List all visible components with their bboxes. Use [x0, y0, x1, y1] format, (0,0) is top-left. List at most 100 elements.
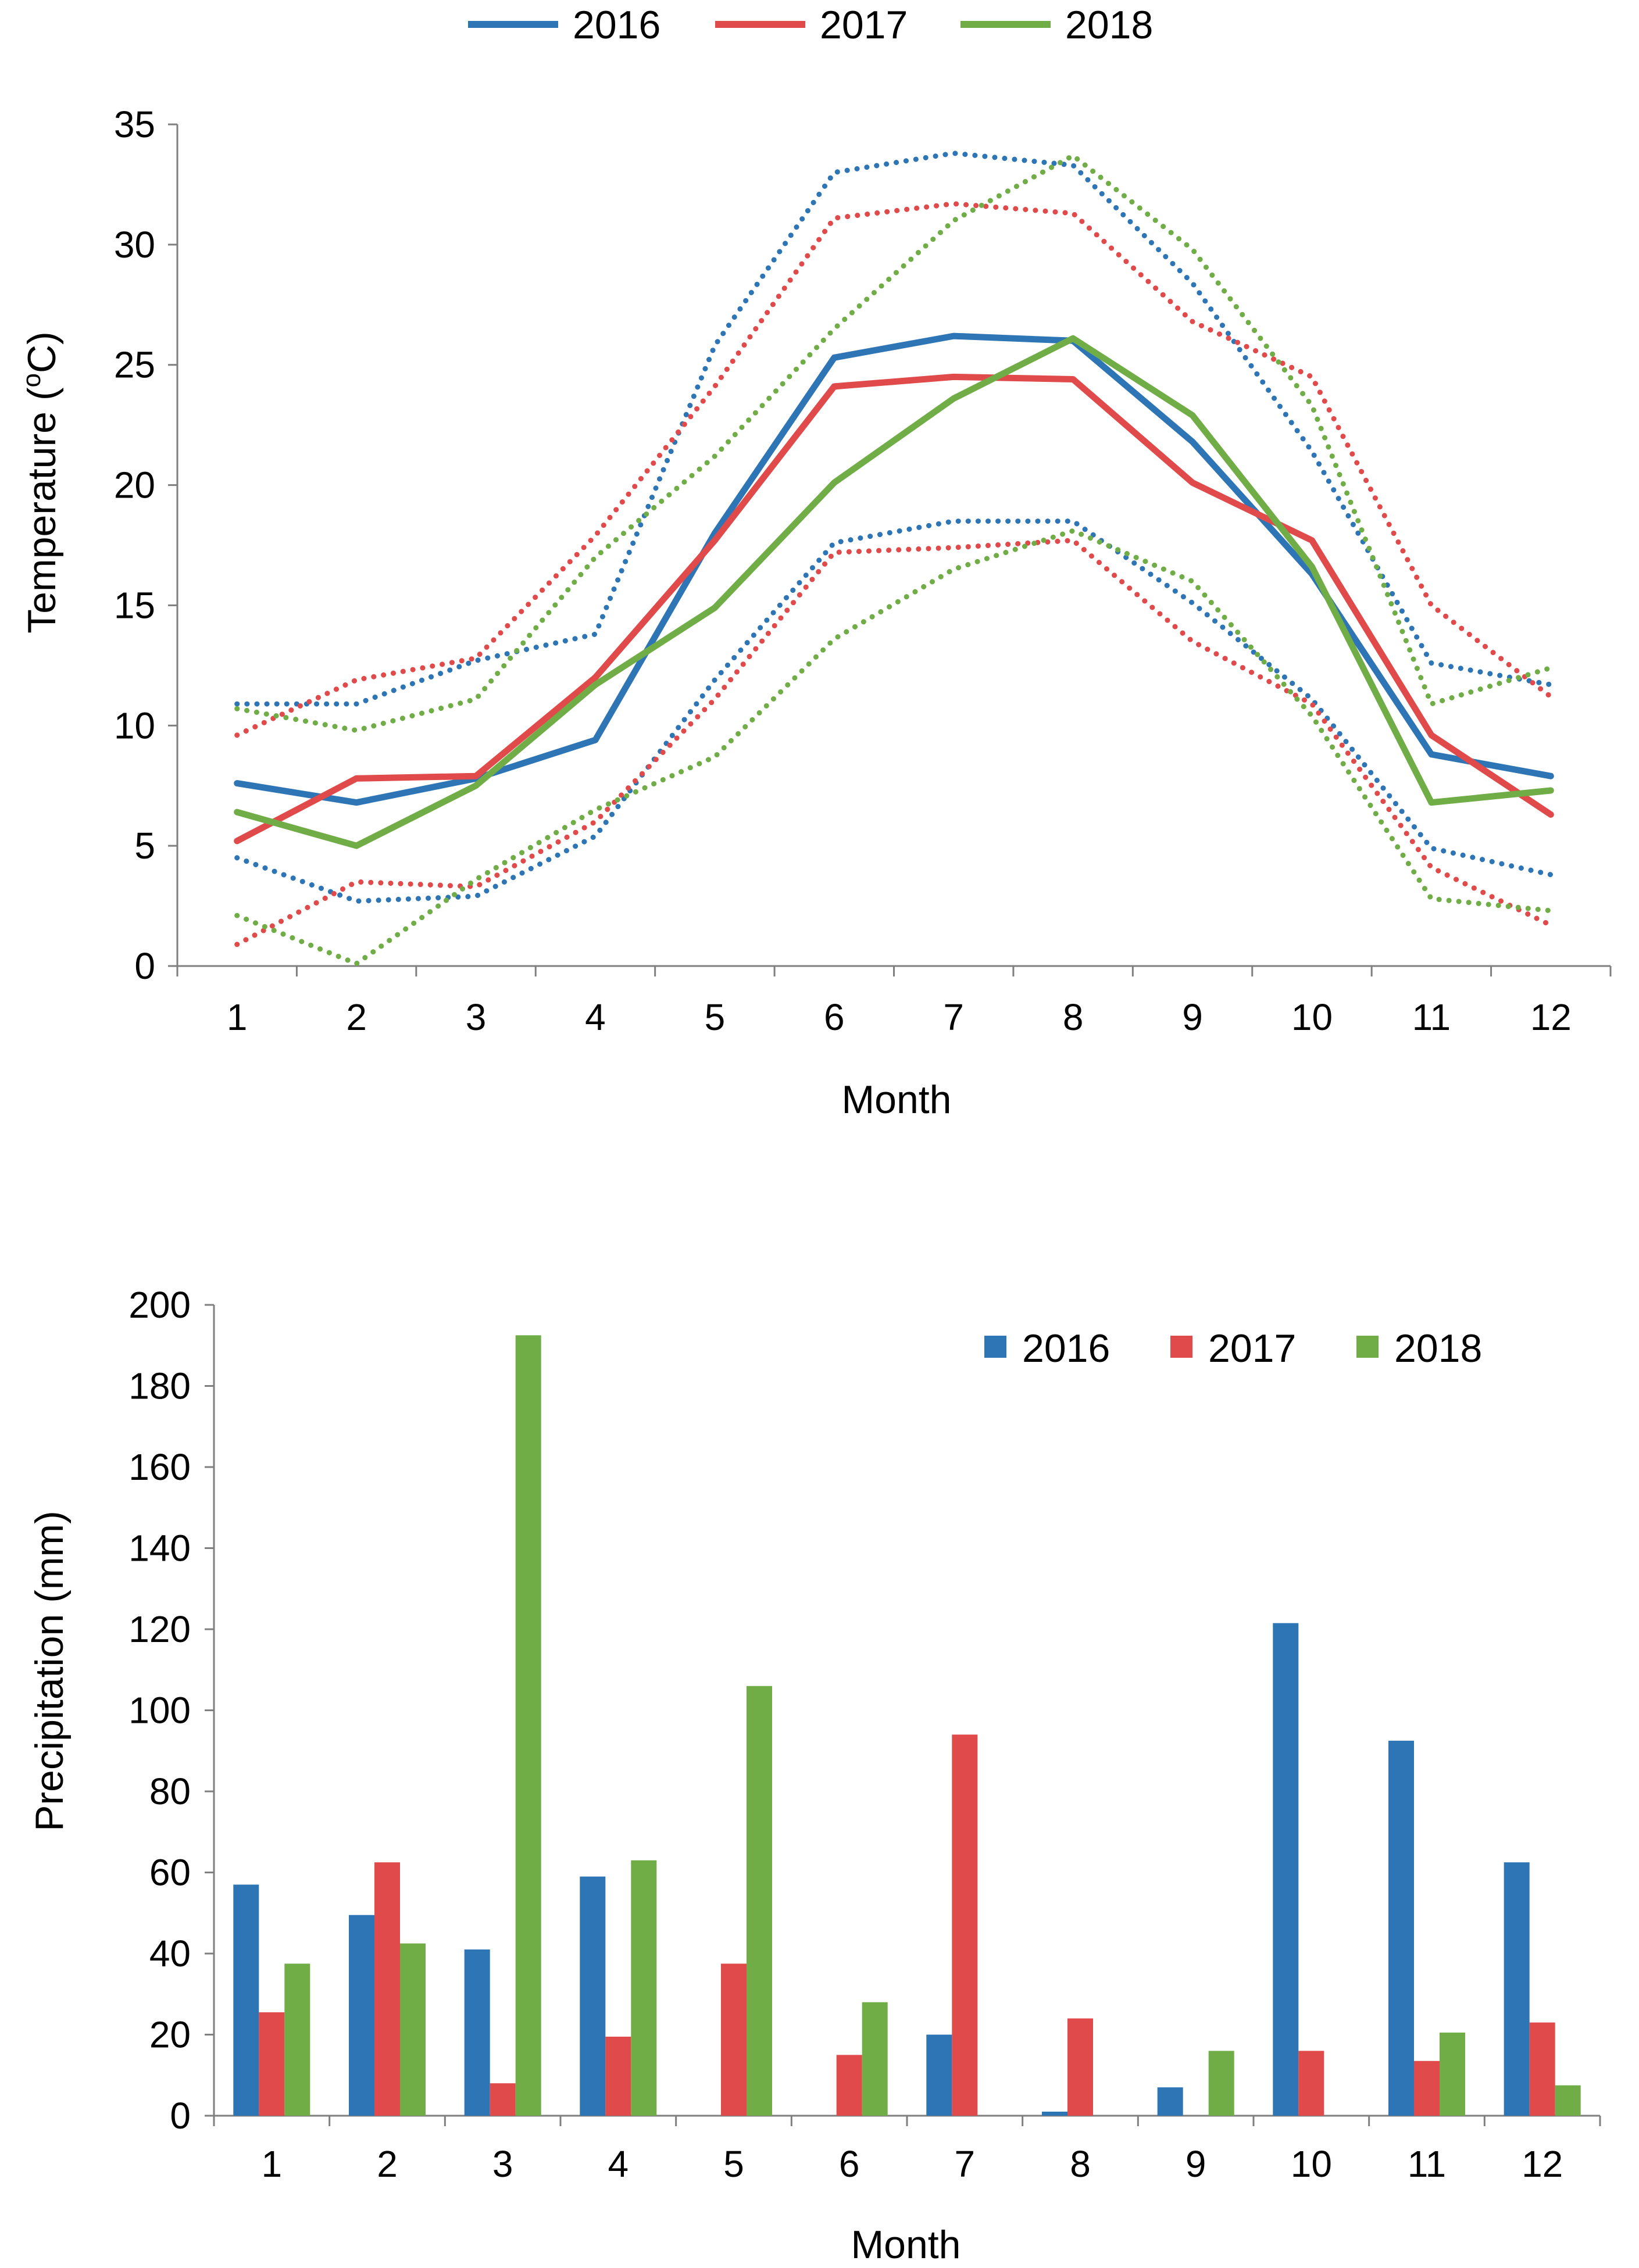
y-tick-label: 20: [114, 464, 155, 506]
x-tick-label: 3: [466, 996, 487, 1038]
bar-2017-month-8: [1067, 2018, 1093, 2116]
legend-swatch-2018: [1356, 1336, 1379, 1358]
x-tick-label: 12: [1522, 2143, 1563, 2185]
x-tick-label: 5: [705, 996, 726, 1038]
series-line-2017-mean: [234, 373, 1554, 845]
y-tick-label: 120: [128, 1608, 191, 1650]
precipitation-y-axis: 0 20 40 60 80 100 120 140 160 180 200: [128, 1284, 215, 2137]
x-tick-label: 12: [1530, 996, 1572, 1038]
bar-2017-month-4: [605, 2037, 631, 2116]
legend-label-2017: 2017: [820, 3, 908, 47]
y-tick-label: 40: [149, 1933, 191, 1974]
x-tick-label: 1: [227, 996, 248, 1038]
x-tick-label: 2: [346, 996, 367, 1038]
bar-2018-month-9: [1208, 2051, 1234, 2116]
precipitation-legend: 2016 2017 2018: [984, 1326, 1482, 1371]
y-tick-label: 35: [114, 103, 155, 145]
legend-label-2018: 2018: [1065, 3, 1153, 47]
bar-2018-month-3: [515, 1335, 541, 2116]
y-tick-label: 0: [170, 2095, 191, 2137]
series-line-2016-mean: [234, 332, 1554, 806]
bar-2016-month-9: [1157, 2087, 1183, 2116]
x-tick-label: 10: [1291, 2143, 1332, 2185]
temperature-series: [234, 151, 1554, 967]
bar-2017-month-6: [836, 2055, 862, 2116]
x-tick-label: 9: [1182, 996, 1203, 1038]
x-tick-label: 8: [1070, 2143, 1091, 2185]
legend-swatch-2016: [984, 1336, 1006, 1358]
bar-2017-month-3: [490, 2083, 516, 2116]
y-tick-label: 20: [149, 2014, 191, 2056]
x-tick-label: 3: [492, 2143, 513, 2185]
y-tick-label: 10: [114, 704, 155, 746]
x-tick-label: 6: [839, 2143, 860, 2185]
x-tick-label: 9: [1185, 2143, 1206, 2185]
precipitation-y-axis-title: Precipitation (mm): [27, 1511, 72, 1831]
precipitation-x-axis-title: Month: [851, 2223, 961, 2267]
bar-2016-month-3: [464, 1949, 490, 2116]
legend-label-2016: 2016: [1022, 1326, 1110, 1371]
bar-2017-month-7: [952, 1734, 978, 2116]
x-tick-label: 4: [608, 2143, 629, 2185]
x-tick-label: 4: [585, 996, 606, 1038]
series-line-2018-min: [234, 528, 1554, 967]
y-tick-label: 140: [128, 1527, 191, 1569]
bar-2018-month-11: [1440, 2033, 1465, 2116]
precipitation-x-axis: 1 2 3 4 5 6 7 8 9 10 11 12: [213, 2115, 1601, 2185]
bar-2018-month-12: [1555, 2085, 1581, 2116]
bar-2016-month-11: [1388, 1740, 1414, 2116]
y-tick-label: 0: [134, 945, 155, 987]
y-tick-label: 60: [149, 1852, 191, 1894]
bar-2016-month-2: [349, 1915, 374, 2116]
x-tick-label: 11: [1408, 2143, 1446, 2185]
x-tick-label: 6: [824, 996, 845, 1038]
y-tick-label: 30: [114, 224, 155, 266]
legend-swatch-2017: [1170, 1336, 1192, 1358]
temperature-y-axis-title: Temperature (oC): [17, 331, 64, 634]
y-tick-label: 100: [128, 1690, 191, 1732]
bar-2017-month-5: [721, 1963, 747, 2116]
x-tick-label: 5: [723, 2143, 744, 2185]
bar-2017-month-12: [1529, 2022, 1555, 2116]
bar-2016-month-12: [1504, 1862, 1530, 2116]
temperature-x-axis-title: Month: [842, 1078, 952, 1122]
series-line-2018-mean: [234, 335, 1554, 849]
precipitation-series: [233, 1335, 1581, 2116]
y-tick-label: 160: [128, 1446, 191, 1488]
y-tick-label: 15: [114, 584, 155, 626]
bar-2017-month-11: [1414, 2060, 1440, 2116]
x-tick-label: 7: [943, 996, 964, 1038]
bar-2016-month-4: [580, 1876, 606, 2116]
legend-label-2016: 2016: [573, 3, 660, 47]
temperature-x-axis: 1 2 3 4 5 6 7 8 9 10 11 12: [176, 965, 1612, 1038]
x-tick-label: 8: [1063, 996, 1084, 1038]
x-tick-label: 1: [262, 2143, 283, 2185]
temperature-y-axis: 0 5 10 15 20 25 30 35: [114, 103, 178, 987]
bar-2017-month-1: [259, 2012, 285, 2116]
y-tick-label: 80: [149, 1770, 191, 1812]
x-tick-label: 10: [1291, 996, 1333, 1038]
bar-2016-month-1: [233, 1884, 259, 2116]
bar-2018-month-1: [284, 1963, 310, 2116]
x-tick-label: 2: [377, 2143, 398, 2185]
bar-2018-month-4: [631, 1860, 657, 2116]
legend-label-2017: 2017: [1208, 1326, 1296, 1371]
y-tick-label: 5: [134, 825, 155, 867]
bar-2018-month-2: [400, 1943, 426, 2116]
series-line-2016-max: [234, 151, 1554, 707]
temperature-legend: 2016 2017 2018: [468, 3, 1153, 47]
series-line-2018-max: [234, 153, 1554, 734]
x-tick-label: 11: [1412, 996, 1451, 1038]
bar-2016-month-7: [926, 2034, 952, 2116]
bar-2017-month-10: [1298, 2051, 1324, 2116]
legend-label-2018: 2018: [1394, 1326, 1482, 1371]
bar-2016-month-10: [1273, 1623, 1299, 2116]
bar-2018-month-5: [747, 1686, 772, 2116]
series-line-2017-min: [234, 538, 1554, 947]
y-tick-label: 180: [128, 1365, 191, 1407]
bar-2016-month-8: [1042, 2112, 1067, 2116]
bar-2017-month-2: [374, 1862, 400, 2116]
series-line-2016-min: [234, 518, 1554, 904]
